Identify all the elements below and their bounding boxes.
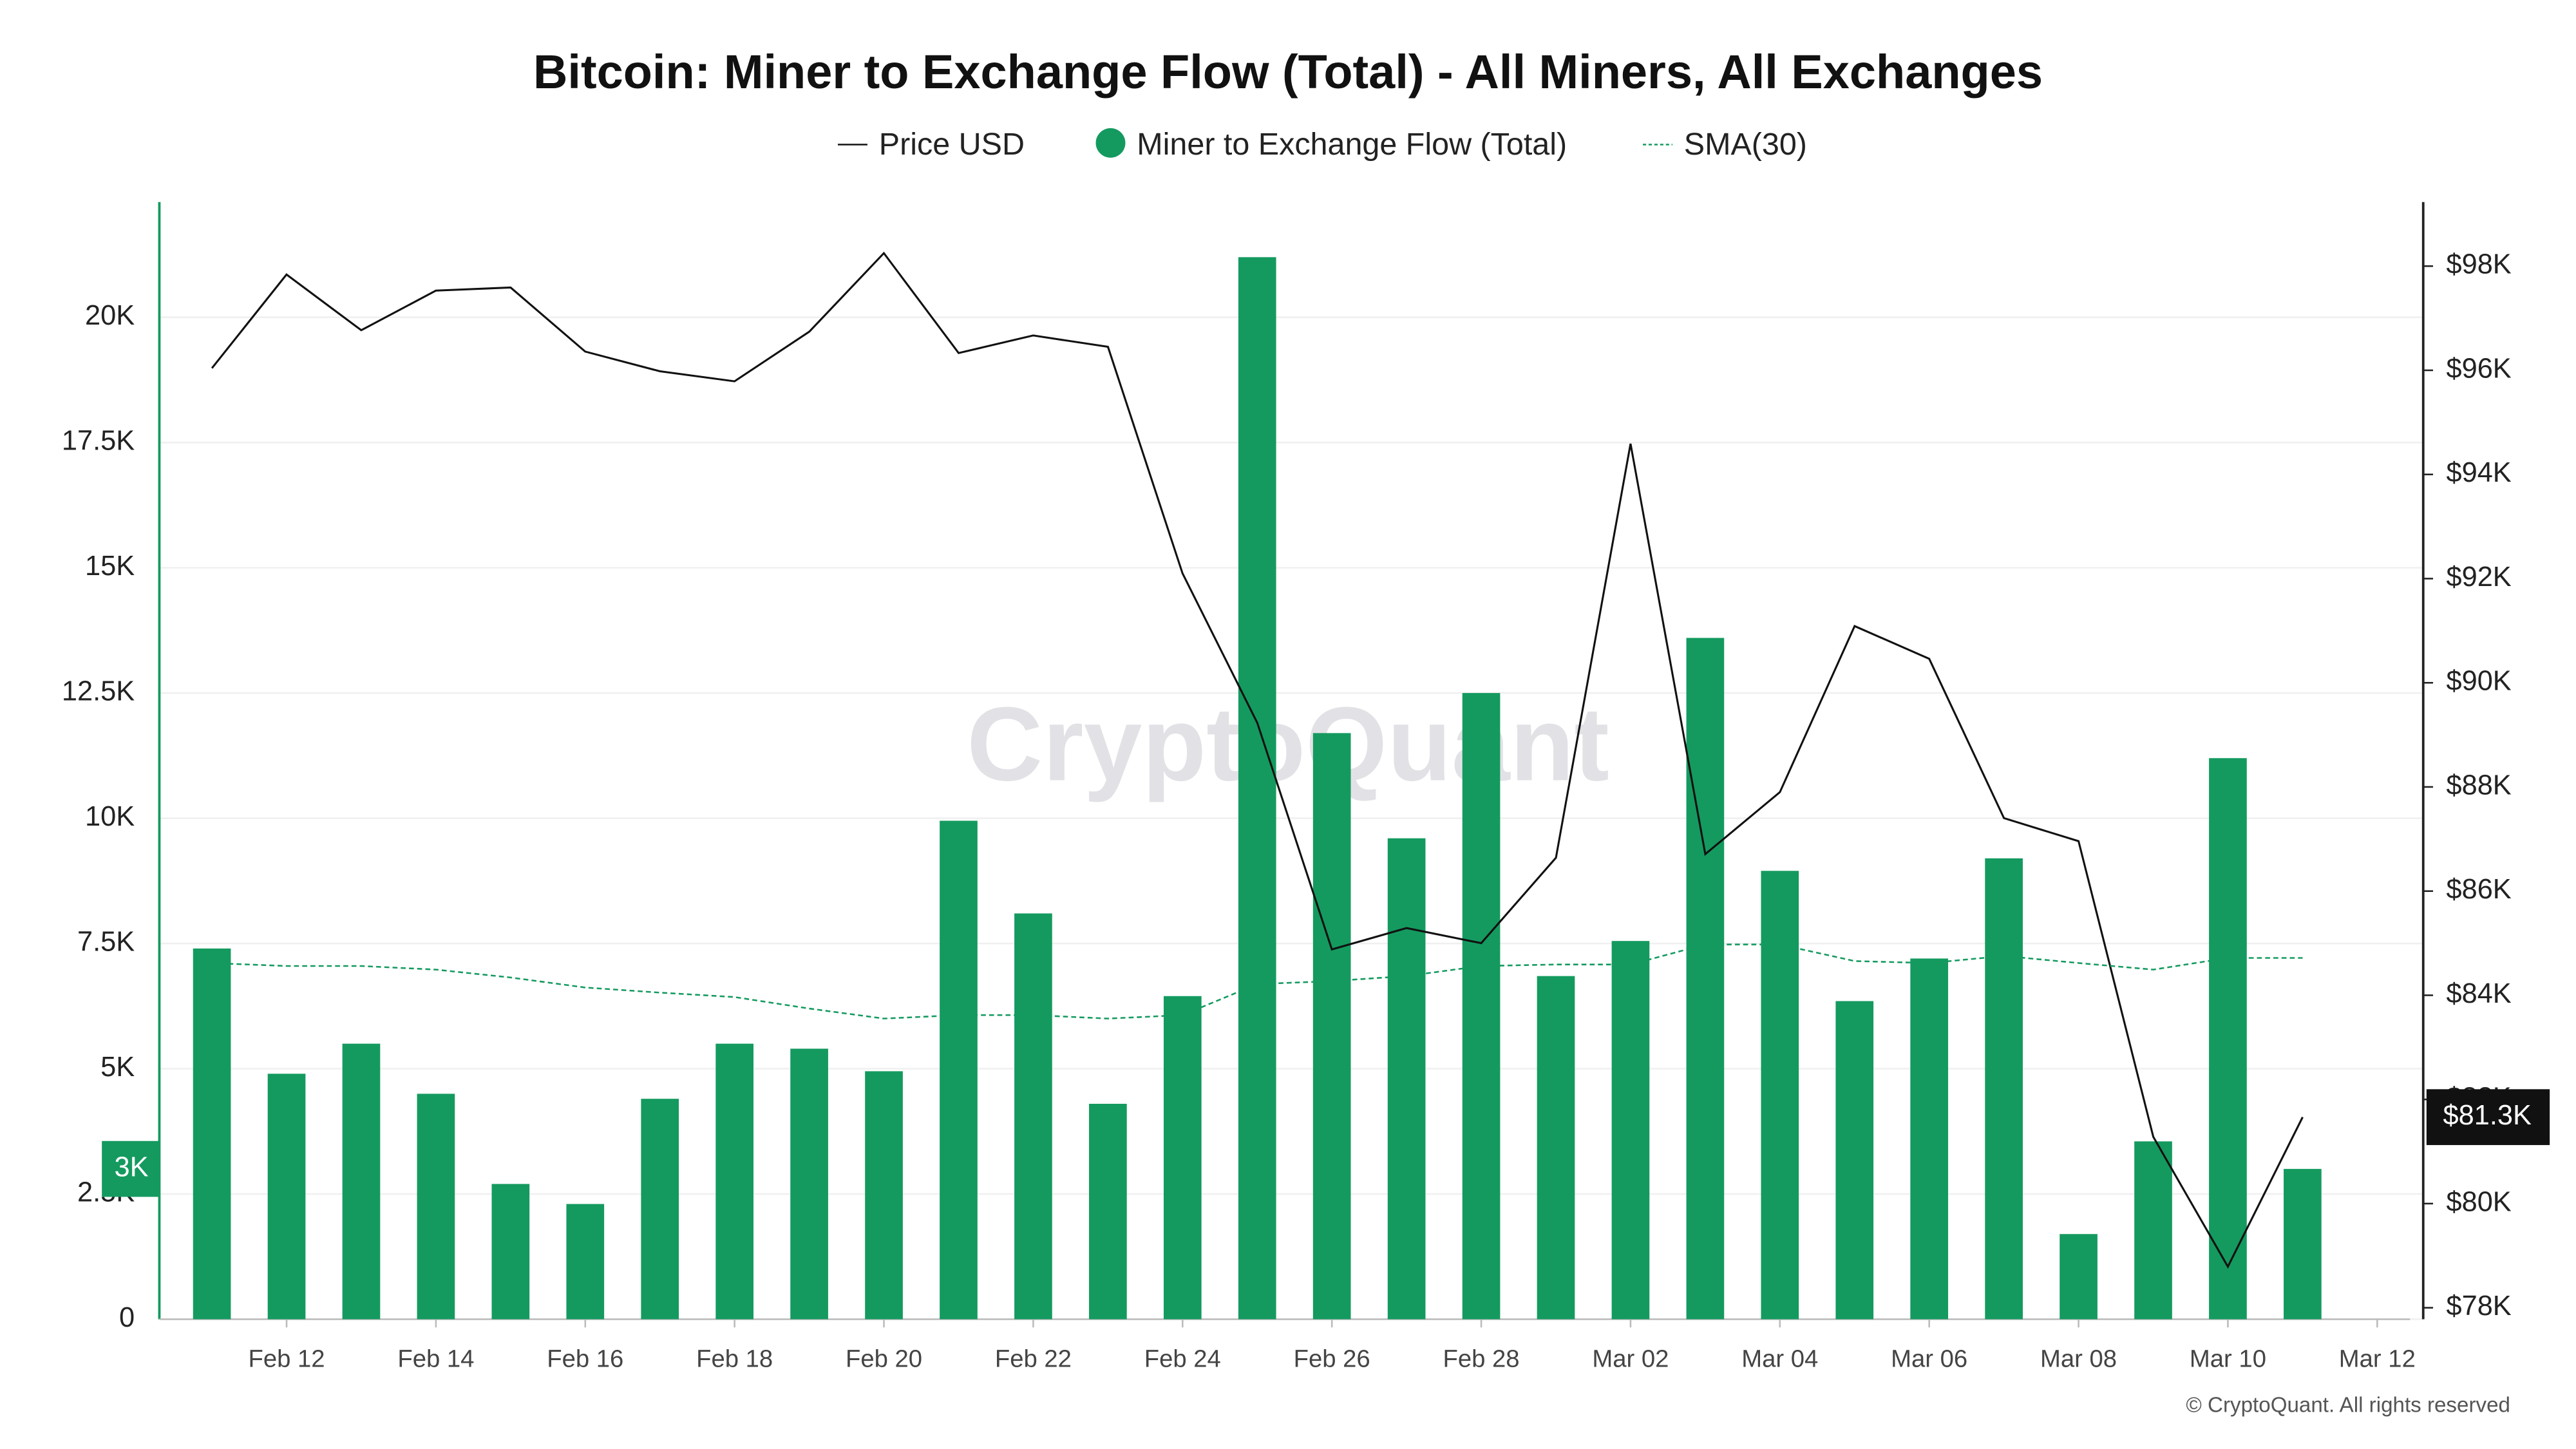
bar bbox=[2209, 758, 2247, 1320]
bar bbox=[1835, 1001, 1874, 1320]
bar bbox=[193, 948, 231, 1320]
y-tick-label: 15K bbox=[85, 551, 135, 582]
x-tick-label: Feb 18 bbox=[696, 1345, 773, 1372]
x-tick-label: Feb 16 bbox=[547, 1345, 623, 1372]
bar bbox=[1761, 871, 1799, 1320]
bar bbox=[790, 1048, 828, 1320]
y-tick-label: 5K bbox=[100, 1052, 135, 1083]
legend-label: Price USD bbox=[879, 127, 1025, 162]
bar bbox=[267, 1074, 306, 1320]
y-tick-label: 0 bbox=[119, 1302, 135, 1333]
x-tick-label: Feb 14 bbox=[397, 1345, 474, 1372]
current-flow-badge bbox=[102, 1141, 160, 1197]
x-tick-label: Mar 08 bbox=[2040, 1345, 2117, 1372]
bar bbox=[566, 1204, 605, 1320]
x-tick-label: Feb 28 bbox=[1443, 1345, 1520, 1372]
x-tick-label: Mar 06 bbox=[1891, 1345, 1967, 1372]
bar bbox=[1537, 976, 1575, 1320]
bar bbox=[865, 1071, 903, 1320]
bar bbox=[1910, 958, 1949, 1320]
bar bbox=[1985, 858, 2023, 1320]
watermark: CryptoQuant bbox=[967, 685, 1609, 802]
sma-line bbox=[212, 943, 2303, 1019]
current-flow-label: 3K bbox=[115, 1152, 149, 1183]
bar bbox=[1163, 996, 1202, 1320]
bar bbox=[1686, 638, 1725, 1320]
y2-tick-label: $90K bbox=[2446, 666, 2511, 697]
bar bbox=[491, 1184, 530, 1320]
y2-tick-label: $94K bbox=[2446, 457, 2511, 488]
y2-tick-label: $78K bbox=[2446, 1291, 2511, 1321]
x-tick-label: Mar 04 bbox=[1741, 1345, 1818, 1372]
bar bbox=[1312, 733, 1351, 1320]
bar bbox=[1089, 1103, 1127, 1320]
x-tick-label: Feb 12 bbox=[248, 1345, 325, 1372]
bar bbox=[342, 1043, 381, 1320]
x-tick-label: Mar 12 bbox=[2339, 1345, 2416, 1372]
y-tick-label: 12.5K bbox=[62, 676, 135, 707]
bar bbox=[1387, 838, 1426, 1320]
bar bbox=[715, 1043, 753, 1320]
current-price-badge bbox=[2426, 1089, 2550, 1146]
y2-tick-label: $92K bbox=[2446, 562, 2511, 592]
bar bbox=[2284, 1169, 2322, 1320]
bar bbox=[2134, 1141, 2172, 1320]
y-tick-label: 17.5K bbox=[62, 426, 135, 457]
current-price-label: $81.3K bbox=[2443, 1100, 2532, 1131]
y2-tick-label: $84K bbox=[2446, 978, 2511, 1009]
bar bbox=[1014, 913, 1052, 1320]
bar bbox=[417, 1094, 455, 1320]
y2-tick-label: $80K bbox=[2446, 1186, 2511, 1217]
legend-swatch bbox=[1095, 128, 1126, 158]
x-tick-label: Feb 24 bbox=[1144, 1345, 1221, 1372]
bar bbox=[641, 1099, 679, 1320]
legend-label: Miner to Exchange Flow (Total) bbox=[1137, 127, 1567, 162]
y-tick-label: 7.5K bbox=[77, 927, 135, 958]
bar bbox=[1611, 941, 1650, 1320]
legend: Price USD Miner to Exchange Flow (Total) S… bbox=[838, 127, 1807, 162]
y2-tick-label: $98K bbox=[2446, 249, 2511, 280]
chart-title: Bitcoin: Miner to Exchange Flow (Total) … bbox=[533, 45, 2043, 99]
x-tick-label: Feb 20 bbox=[846, 1345, 922, 1372]
y2-tick-label: $96K bbox=[2446, 353, 2511, 384]
y-tick-label: 10K bbox=[85, 801, 135, 832]
y-tick-label: 20K bbox=[85, 300, 135, 331]
y2-tick-label: $86K bbox=[2446, 874, 2511, 905]
price-line bbox=[211, 251, 2304, 1269]
x-tick-label: Mar 10 bbox=[2190, 1345, 2266, 1372]
bar bbox=[2060, 1234, 2098, 1320]
x-tick-label: Feb 22 bbox=[995, 1345, 1072, 1372]
bar bbox=[1462, 693, 1501, 1320]
bar bbox=[940, 820, 978, 1320]
bar bbox=[1238, 257, 1276, 1320]
legend-label: SMA(30) bbox=[1684, 127, 1807, 162]
y2-tick-label: $88K bbox=[2446, 770, 2511, 800]
x-tick-label: Mar 02 bbox=[1592, 1345, 1669, 1372]
x-tick-label: Feb 26 bbox=[1294, 1345, 1370, 1372]
copyright: © CryptoQuant. All rights reserved bbox=[2186, 1393, 2510, 1417]
